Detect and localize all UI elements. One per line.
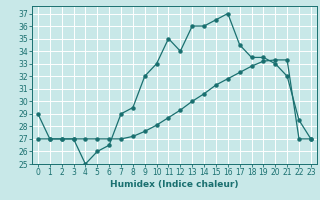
X-axis label: Humidex (Indice chaleur): Humidex (Indice chaleur) (110, 180, 239, 189)
